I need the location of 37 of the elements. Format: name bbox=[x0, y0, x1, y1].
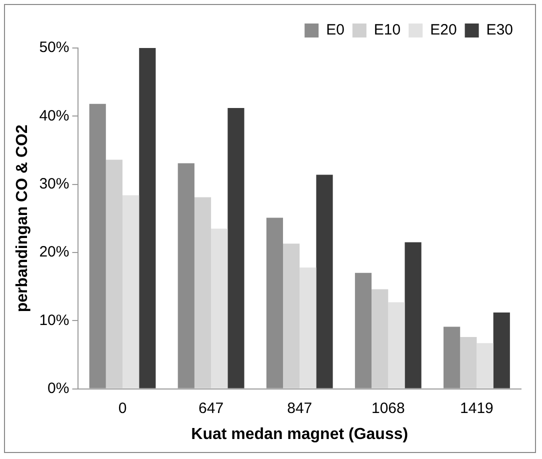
bar bbox=[404, 242, 422, 388]
y-tick-label: 20% bbox=[39, 244, 70, 261]
bar bbox=[228, 108, 244, 388]
bar bbox=[139, 48, 156, 388]
x-axis-title: Kuat medan magnet (Gauss) bbox=[191, 426, 408, 443]
bar bbox=[89, 104, 106, 388]
bar bbox=[444, 326, 460, 388]
legend-label: E20 bbox=[430, 22, 457, 39]
legend-label: E30 bbox=[486, 22, 514, 39]
legend-label: E10 bbox=[374, 22, 401, 39]
bar bbox=[194, 197, 212, 388]
x-tick-label: 0 bbox=[118, 400, 127, 417]
y-tick-label: 10% bbox=[39, 312, 70, 329]
y-axis-title: perbandingan CO & CO2 bbox=[14, 124, 32, 312]
y-tick-label: 50% bbox=[39, 39, 70, 56]
legend-label: E0 bbox=[326, 22, 344, 39]
bar bbox=[106, 160, 122, 388]
bar bbox=[211, 228, 228, 388]
bar bbox=[300, 267, 316, 388]
bar bbox=[354, 272, 372, 388]
bar bbox=[178, 163, 194, 388]
bar bbox=[460, 337, 477, 388]
bar bbox=[372, 289, 388, 388]
y-tick-label: 30% bbox=[39, 175, 70, 192]
bar bbox=[122, 195, 140, 388]
bar bbox=[266, 218, 284, 388]
bar bbox=[476, 343, 494, 388]
bar bbox=[283, 244, 300, 388]
x-tick-label: 1419 bbox=[460, 400, 494, 417]
y-tick-label: 40% bbox=[39, 107, 70, 124]
x-tick-label: 847 bbox=[287, 400, 312, 417]
bar bbox=[316, 174, 333, 388]
y-tick-label: 0% bbox=[48, 380, 70, 397]
bar bbox=[493, 312, 510, 388]
x-tick-label: 647 bbox=[198, 400, 224, 417]
x-tick-label: 1068 bbox=[371, 400, 405, 417]
bar bbox=[388, 302, 405, 388]
